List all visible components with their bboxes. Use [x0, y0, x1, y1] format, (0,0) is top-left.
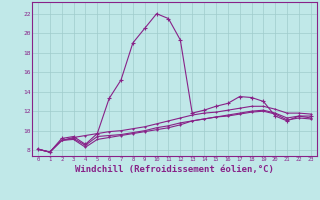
X-axis label: Windchill (Refroidissement éolien,°C): Windchill (Refroidissement éolien,°C) [75, 165, 274, 174]
